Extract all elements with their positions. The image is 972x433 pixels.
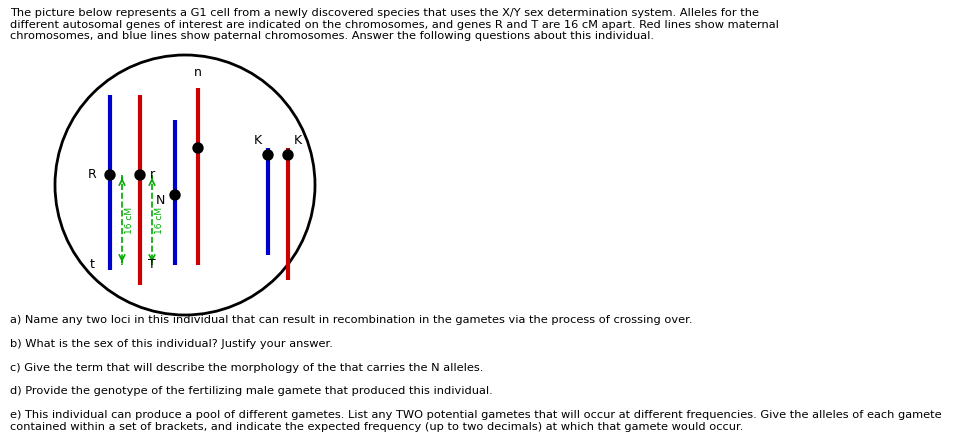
Text: 16 cM: 16 cM bbox=[125, 207, 134, 233]
Text: t: t bbox=[89, 259, 94, 271]
Text: R: R bbox=[87, 168, 96, 181]
Circle shape bbox=[193, 143, 203, 153]
Text: a) Name any two loci in this individual that can result in recombination in the : a) Name any two loci in this individual … bbox=[10, 315, 692, 325]
Text: K: K bbox=[254, 133, 262, 146]
Text: c) Give the term that will describe the morphology of the that carries the N all: c) Give the term that will describe the … bbox=[10, 362, 483, 373]
Text: e) This individual can produce a pool of different gametes. List any TWO potenti: e) This individual can produce a pool of… bbox=[10, 410, 942, 432]
Text: N: N bbox=[156, 194, 164, 207]
Text: b) What is the sex of this individual? Justify your answer.: b) What is the sex of this individual? J… bbox=[10, 339, 332, 349]
Text: The picture below represents a G1 cell from a newly discovered species that uses: The picture below represents a G1 cell f… bbox=[10, 8, 779, 41]
Text: T: T bbox=[148, 259, 156, 271]
Text: 16 cM: 16 cM bbox=[156, 207, 164, 233]
Text: K: K bbox=[294, 133, 302, 146]
Circle shape bbox=[105, 170, 115, 180]
Circle shape bbox=[135, 170, 145, 180]
Circle shape bbox=[170, 190, 180, 200]
Circle shape bbox=[263, 150, 273, 160]
Text: r: r bbox=[150, 168, 155, 181]
Circle shape bbox=[283, 150, 293, 160]
Text: d) Provide the genotype of the fertilizing male gamete that produced this indivi: d) Provide the genotype of the fertilizi… bbox=[10, 386, 493, 396]
Text: n: n bbox=[194, 65, 202, 78]
